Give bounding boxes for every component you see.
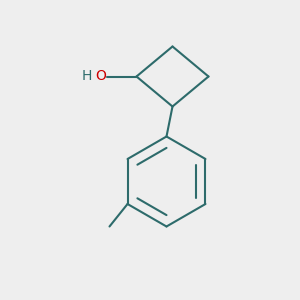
Text: O: O — [95, 70, 106, 83]
Text: H: H — [82, 70, 92, 83]
